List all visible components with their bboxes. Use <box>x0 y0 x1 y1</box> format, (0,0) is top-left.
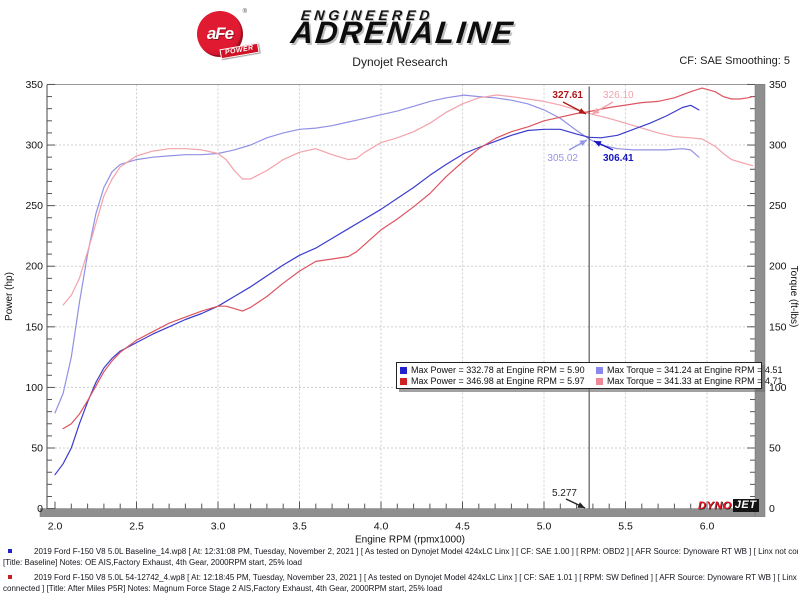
afe-power-curve <box>62 87 754 430</box>
power-axis-tick-label: 150 <box>25 321 43 333</box>
power-axis-tick-label: 200 <box>25 261 43 273</box>
afe-power-logo: aFe ® POWER <box>197 9 260 60</box>
legend-label: Max Power = 332.78 at Engine RPM = 5.90 <box>411 365 585 375</box>
torque-axis-tick-label: 150 <box>769 321 787 333</box>
rpm-axis-tick-label: 3.0 <box>211 521 226 533</box>
cursor-value-label: 306.41 <box>603 153 634 164</box>
run-entry-afe: 2019 Ford F-150 V8 5.0L 54-12742_4.wp8 [… <box>0 572 798 594</box>
rpm-axis-tick-label: 5.0 <box>537 521 552 533</box>
cursor-value-label: 327.61 <box>552 90 583 101</box>
rpm-axis-tick-label: 2.0 <box>48 521 63 533</box>
power-axis-tick-label: 0 <box>37 503 43 515</box>
power-axis-tick-label: 100 <box>25 382 43 394</box>
torque-axis-tick-label: 0 <box>769 503 775 515</box>
torque-axis-tick-label: 350 <box>769 79 787 91</box>
torque-axis-tick-label: 50 <box>769 443 781 455</box>
rpm-axis-tick-label: 4.5 <box>455 521 470 533</box>
torque-axis-tick-label: 200 <box>769 261 787 273</box>
dynojet-logo: DYNO JET <box>698 499 760 512</box>
legend-label: Max Torque = 341.33 at Engine RPM = 4.71 <box>607 376 783 386</box>
baseline-power-swatch-icon <box>400 366 407 374</box>
baseline-torque-swatch-icon <box>596 366 603 374</box>
run-info-footer: 2019 Ford F-150 V8 5.0L Baseline_14.wp8 … <box>0 546 798 598</box>
torque-axis-tick-label: 100 <box>769 382 787 394</box>
dyno-graph: 0 0 50 50 100 100 150 150 200 200 250 250 300 300 350 3… <box>4 79 799 545</box>
bottom-axis-bar <box>39 508 756 517</box>
annotation-arrowhead <box>577 502 585 508</box>
afe-power-swatch-icon <box>400 377 407 385</box>
baseline-run-bullet-icon <box>8 549 12 553</box>
smoothing-setting: CF: SAE Smoothing: 5 <box>679 55 790 67</box>
rpm-axis-tick-label: 5.5 <box>618 521 633 533</box>
legend-item-baseline-power: Max Power = 332.78 at Engine RPM = 5.90 <box>400 365 596 375</box>
cursor-value-label: 305.02 <box>547 153 578 164</box>
rpm-axis-tick-label: 2.5 <box>129 521 144 533</box>
legend-item-baseline-torque: Max Torque = 341.24 at Engine RPM = 4.51 <box>596 365 782 375</box>
afe-logo-text: aFe <box>206 24 234 43</box>
registered-mark-icon: ® <box>242 9 247 15</box>
adrenaline-wordmark: ADRENALINE <box>289 15 517 50</box>
power-axis-tick-label: 250 <box>25 200 43 212</box>
dynojet-logo-jet: JET <box>732 499 760 512</box>
legend-item-afe-torque: Max Torque = 341.33 at Engine RPM = 4.71 <box>596 376 782 386</box>
annotation-arrowhead <box>578 108 586 114</box>
dynojet-logo-dyno: DYNO <box>698 499 732 512</box>
torque-axis-tick-label: 250 <box>769 200 787 212</box>
rpm-axis-tick-label: 6.0 <box>700 521 715 533</box>
annotation-arrowhead <box>592 107 600 114</box>
power-axis-tick-label: 50 <box>31 443 43 455</box>
rpm-axis-title: Engine RPM (rpmx1000) <box>355 535 465 545</box>
run-info-line: [Title: Baseline] Notes: OE AIS,Factory … <box>3 558 302 567</box>
power-axis-tick-label: 300 <box>25 140 43 152</box>
torque-axis-title: Torque (ft-lbs) <box>788 266 799 328</box>
power-axis-tick-label: 350 <box>25 79 43 91</box>
run-info-line: 2019 Ford F-150 V8 5.0L 54-12742_4.wp8 [… <box>34 573 798 582</box>
right-axis-bar <box>754 84 766 517</box>
torque-axis-tick-label: 300 <box>769 140 787 152</box>
rpm-axis-tick-label: 3.5 <box>292 521 307 533</box>
chart-title: Dynojet Research <box>352 55 448 69</box>
baseline-power-curve <box>54 104 700 476</box>
chart-legend: Max Power = 332.78 at Engine RPM = 5.90 … <box>396 362 782 389</box>
legend-item-afe-power: Max Power = 346.98 at Engine RPM = 5.97 <box>400 376 596 386</box>
run-info-line: 2019 Ford F-150 V8 5.0L Baseline_14.wp8 … <box>34 547 798 556</box>
legend-label: Max Torque = 341.24 at Engine RPM = 4.51 <box>607 365 783 375</box>
cursor-value-label: 5.277 <box>552 488 577 499</box>
rpm-axis-tick-label: 4.0 <box>374 521 389 533</box>
run-info-line: connected ] [Title: After Miles P5R] Not… <box>3 584 443 593</box>
afe-torque-swatch-icon <box>596 377 603 385</box>
annotation-arrowhead <box>594 141 602 147</box>
cursor-value-label: 326.10 <box>603 90 634 101</box>
power-axis-title: Power (hp) <box>4 272 15 321</box>
afe-run-bullet-icon <box>8 575 12 579</box>
annotation-arrowhead <box>579 140 587 147</box>
afe-torque-curve <box>62 94 754 306</box>
legend-label: Max Power = 346.98 at Engine RPM = 5.97 <box>411 376 585 386</box>
run-entry-baseline: 2019 Ford F-150 V8 5.0L Baseline_14.wp8 … <box>0 546 798 568</box>
